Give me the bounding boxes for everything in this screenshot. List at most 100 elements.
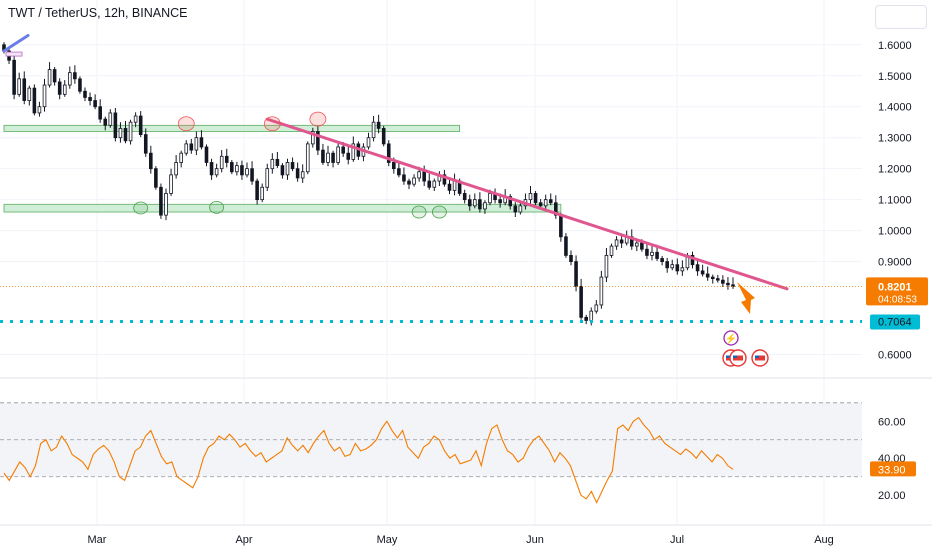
candle-body xyxy=(599,276,604,306)
candle-body xyxy=(260,186,264,201)
candle-body xyxy=(143,134,148,154)
candle-body xyxy=(164,193,168,216)
rsi-tick-label: 60.00 xyxy=(878,416,906,428)
lightning-glyph: ⚡ xyxy=(725,332,737,345)
us-flag-stripe xyxy=(733,355,743,361)
candle-body xyxy=(57,81,62,95)
candle-body xyxy=(513,205,518,213)
candle-body xyxy=(149,152,153,170)
support-zone xyxy=(3,203,562,213)
current-price-badge xyxy=(866,277,928,306)
time-tick-label: Jul xyxy=(670,534,684,546)
candle-body xyxy=(12,59,16,95)
support-zones xyxy=(3,124,562,213)
candle-body xyxy=(690,254,695,266)
candle-body xyxy=(579,285,583,318)
candle-body xyxy=(716,278,720,281)
candle-body xyxy=(609,245,614,256)
candle-body xyxy=(564,236,568,256)
candle-body xyxy=(381,128,386,145)
candle-body xyxy=(138,115,143,136)
price-tick-label: 0.6000 xyxy=(878,350,912,362)
bearish-arrow xyxy=(737,282,755,314)
candle-body xyxy=(705,273,710,278)
candle-body xyxy=(518,205,523,213)
price-tick-label: 0.9000 xyxy=(878,257,912,269)
candle-body xyxy=(584,316,588,321)
candle-body xyxy=(68,72,72,86)
candle-body xyxy=(650,251,654,256)
us-flag-canton xyxy=(755,355,759,358)
current-price-value: 0.8201 xyxy=(878,281,912,293)
axes: 1.6000 1.5000 1.4000 1.3000 1.2000 1.1000 1.00… xyxy=(0,40,932,546)
candle-body xyxy=(204,146,209,163)
resistance-touch-marker xyxy=(177,116,195,132)
candle-body xyxy=(214,168,219,176)
us-flag-canton xyxy=(726,355,730,358)
candle-body xyxy=(62,84,67,95)
candle-body xyxy=(351,143,356,160)
candle-body xyxy=(169,174,173,194)
candle-body xyxy=(508,196,513,207)
target-price-value: 0.7064 xyxy=(878,317,912,329)
candle-body xyxy=(311,131,315,145)
candle-body xyxy=(275,158,280,166)
candle-body xyxy=(174,162,178,176)
candle-body xyxy=(245,168,249,176)
candle-body xyxy=(154,168,158,188)
candle-body xyxy=(128,121,133,142)
candle-body xyxy=(159,186,163,216)
candle-body xyxy=(199,137,204,148)
candle-body xyxy=(316,131,320,151)
candle-body xyxy=(442,174,447,185)
time-tick-label: Aug xyxy=(814,534,834,546)
candle-body xyxy=(731,284,735,287)
rsi-tick-label: 20.00 xyxy=(878,490,906,502)
us-flag-stripe xyxy=(755,355,765,361)
candle-body xyxy=(52,69,57,83)
drawing-rect xyxy=(5,51,23,57)
candle-body xyxy=(37,106,42,114)
candle-body xyxy=(498,199,502,204)
candle-body xyxy=(427,180,432,188)
candle-body xyxy=(189,143,194,151)
price-tick-label: 1.5000 xyxy=(878,71,912,83)
candle-body xyxy=(240,165,244,176)
candle-body xyxy=(118,128,123,139)
candle-body xyxy=(543,199,548,207)
candle-body xyxy=(321,149,325,163)
candle-body xyxy=(295,168,300,179)
candle-body xyxy=(194,137,199,151)
time-tick-label: Apr xyxy=(235,534,252,546)
candle-body xyxy=(305,143,310,173)
rsi-value-label: 33.90 xyxy=(878,464,906,476)
candle-body xyxy=(675,264,680,272)
support-zone xyxy=(3,124,461,132)
candle-body xyxy=(655,251,659,259)
settings-box[interactable] xyxy=(875,5,927,29)
candle-body xyxy=(326,152,330,163)
candle-body xyxy=(554,202,558,216)
price-tick-label: 1.3000 xyxy=(878,133,912,145)
candle-body xyxy=(285,162,290,176)
candle-body xyxy=(680,267,685,272)
candle-body xyxy=(230,162,234,173)
candle-body xyxy=(559,214,563,238)
candle-body xyxy=(640,242,644,250)
resistance-touch-marker xyxy=(309,111,327,127)
candle-body xyxy=(594,304,599,312)
candle-body xyxy=(589,310,594,321)
support-touch-marker xyxy=(209,200,225,214)
candle-body xyxy=(179,152,183,163)
candle-body xyxy=(548,199,553,204)
candle-body xyxy=(660,258,664,262)
price-tick-label: 1.0000 xyxy=(878,226,912,238)
event-lightning-icon xyxy=(723,330,739,346)
candle-body xyxy=(235,165,239,173)
candle-body xyxy=(392,162,396,170)
resistance-touch-marker xyxy=(263,116,281,132)
candle-body xyxy=(478,199,482,210)
candle-body xyxy=(614,239,619,247)
candle-body xyxy=(113,112,118,139)
